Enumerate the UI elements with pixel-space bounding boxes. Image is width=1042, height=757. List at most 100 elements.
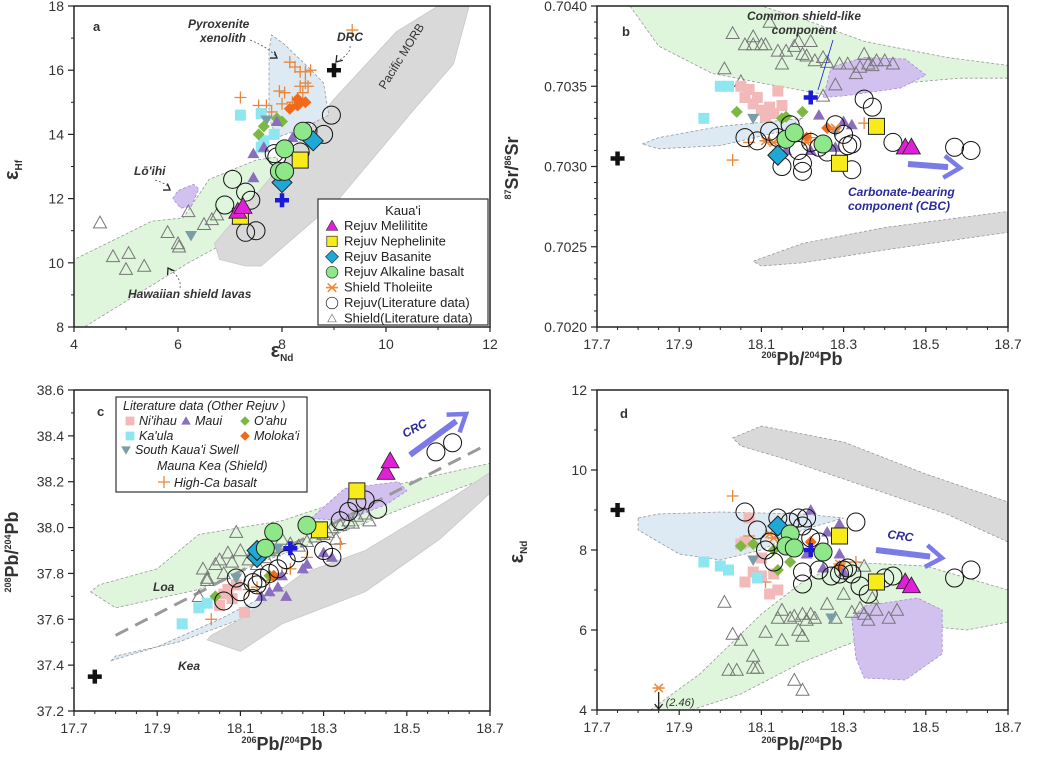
series-rejuv-alkaline-basalt xyxy=(776,524,833,562)
data-point xyxy=(380,451,400,469)
data-point xyxy=(793,562,812,582)
purple-field xyxy=(822,56,927,98)
data-point xyxy=(838,558,858,578)
data-point xyxy=(735,128,755,148)
data-point xyxy=(714,80,726,92)
data-point xyxy=(832,56,847,70)
data-point xyxy=(796,105,809,118)
data-point xyxy=(772,85,784,97)
annotation-common-1: Common shield-like xyxy=(747,9,861,23)
data-point xyxy=(803,90,818,105)
data-point xyxy=(717,594,732,608)
data-point xyxy=(833,518,846,529)
data-point xyxy=(834,124,854,144)
series-south-kaua-i-swell xyxy=(747,555,838,624)
x-tick-label: 17.9 xyxy=(666,719,693,735)
data-point xyxy=(725,25,740,39)
data-point xyxy=(819,54,835,68)
data-point xyxy=(764,101,776,113)
data-point xyxy=(735,502,755,522)
data-point xyxy=(348,482,366,500)
crc-arrow xyxy=(408,411,470,458)
data-point xyxy=(795,606,810,620)
field-polygons xyxy=(629,5,1009,267)
data-point xyxy=(778,43,794,57)
x-tick-label: 18.5 xyxy=(912,336,939,352)
data-point xyxy=(726,490,739,502)
x-tick-label: 4 xyxy=(70,336,78,352)
data-point xyxy=(300,558,313,569)
series-ni-ihau xyxy=(735,80,788,123)
data-point xyxy=(230,579,242,591)
series-maui xyxy=(247,115,299,183)
data-point xyxy=(751,91,763,103)
data-point xyxy=(840,56,856,70)
annotation-crc: CRC xyxy=(400,416,430,441)
data-point xyxy=(747,520,767,540)
data-point xyxy=(357,506,373,520)
data-point xyxy=(258,135,270,147)
series-shield-literature- xyxy=(92,203,225,275)
data-point xyxy=(220,545,236,559)
annotation-xenolith: xenolith xyxy=(199,31,246,45)
data-point xyxy=(280,590,293,601)
x-tick-label: 10 xyxy=(378,336,394,352)
data-point xyxy=(729,662,745,676)
data-point xyxy=(877,53,893,67)
data-point xyxy=(362,513,377,527)
data-point xyxy=(252,128,265,141)
data-point xyxy=(228,524,244,538)
y-tick-label: 0.7030 xyxy=(544,159,587,175)
data-point xyxy=(795,628,810,642)
series-ka-ula xyxy=(698,80,735,124)
data-point xyxy=(758,624,773,638)
series-rejuv-nephelinite xyxy=(830,117,885,172)
y-tick-label: 0.7040 xyxy=(544,0,587,14)
legend-marker xyxy=(326,235,338,247)
data-point xyxy=(296,86,309,99)
data-point xyxy=(233,196,253,214)
data-point xyxy=(222,583,234,595)
data-point xyxy=(734,540,747,552)
y-tick-label: 8 xyxy=(579,542,587,558)
annotation-loa: Loa xyxy=(153,580,175,594)
annotation-crc: CRC xyxy=(887,527,915,545)
data-point xyxy=(723,80,735,92)
data-point xyxy=(869,602,884,616)
data-point xyxy=(717,61,732,75)
x-tick-label: 18.3 xyxy=(830,719,857,735)
panel-letter-d: d xyxy=(620,406,628,421)
data-point xyxy=(749,660,765,674)
legend-label: O'ahu xyxy=(254,414,287,428)
series-shield-literature- xyxy=(717,558,905,696)
x-tick-label: 18.7 xyxy=(994,336,1021,352)
x-tick-label: 17.9 xyxy=(144,720,171,736)
data-point xyxy=(737,36,753,51)
data-point xyxy=(793,161,812,181)
legend-label: Ka'ula xyxy=(139,429,173,443)
y-tick-label: 16 xyxy=(48,62,64,78)
data-point xyxy=(368,499,388,519)
data-point xyxy=(804,536,817,548)
legend-label: Rejuv Alkaline basalt xyxy=(344,264,464,279)
data-point xyxy=(275,193,289,208)
data-point xyxy=(257,120,270,133)
series-south-kaua-i-swell xyxy=(230,543,284,585)
data-point xyxy=(283,56,296,69)
data-point xyxy=(325,551,338,562)
data-point xyxy=(786,608,802,622)
data-point xyxy=(260,115,273,126)
data-point xyxy=(733,632,749,646)
data-point xyxy=(860,612,876,626)
data-point xyxy=(246,221,266,241)
data-point xyxy=(299,96,312,109)
legend-label: Rejuv Nephelinite xyxy=(344,233,446,248)
x-axis-title: 206Pb/204Pb xyxy=(761,734,842,754)
data-point xyxy=(275,161,295,181)
y-tick-label: 38.6 xyxy=(37,382,64,398)
data-point xyxy=(199,570,215,584)
y-tick-label: 12 xyxy=(48,191,64,207)
legend-subtitle: Mauna Kea (Shield) xyxy=(157,459,267,473)
data-point xyxy=(268,128,280,140)
